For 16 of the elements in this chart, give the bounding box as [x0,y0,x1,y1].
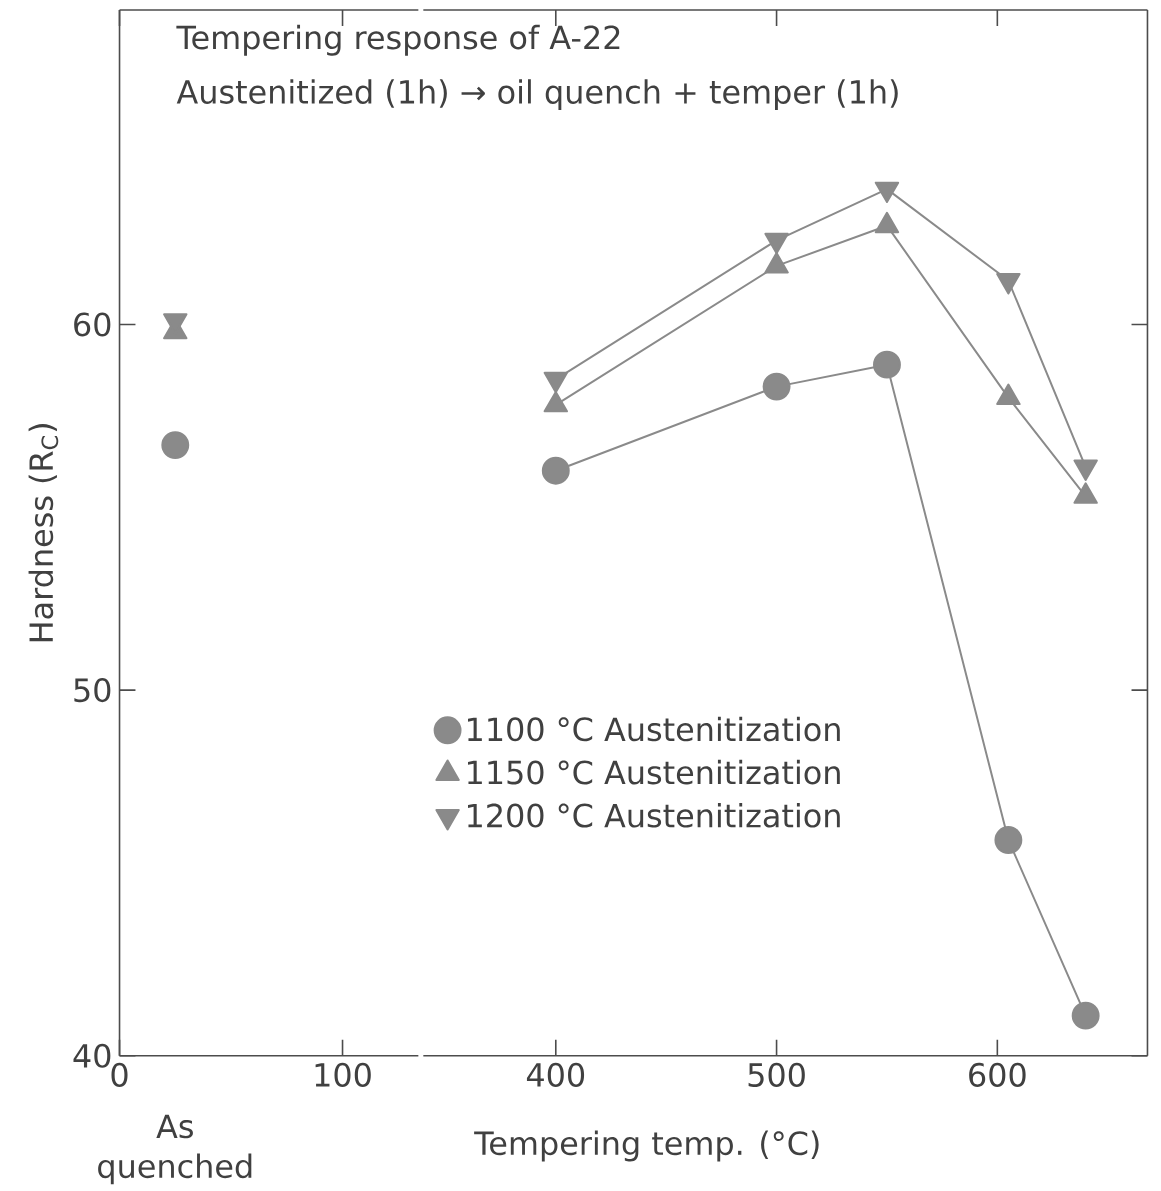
x-tick-label: 100 [315,1062,371,1087]
x-tick-label: 500 [748,1062,805,1087]
y-axis-title: Hardness (R$_{C}$) [28,424,59,642]
x-axis-title: Tempering temp. (°C) [474,1130,819,1162]
x-tick-label: 0 [111,1062,128,1087]
legend-label: 1200 °C Austenitization [467,802,840,828]
legend-label: 1150 °C Austenitization [467,759,840,785]
chart-title: Tempering response of A-22 [176,24,620,56]
x-tick-label: 400 [526,1062,585,1087]
y-tick-label: 50 [74,678,111,703]
y-tick-label: 60 [74,312,111,337]
legend-label: 1100 °C Austenitization [467,716,840,742]
text: As quenched [98,1114,252,1185]
text: Austenitized (1h) → oil quench + temper (1h) [176,79,898,111]
x-tick-label: 600 [969,1062,1026,1087]
y-tick-label: 40 [73,1043,111,1068]
